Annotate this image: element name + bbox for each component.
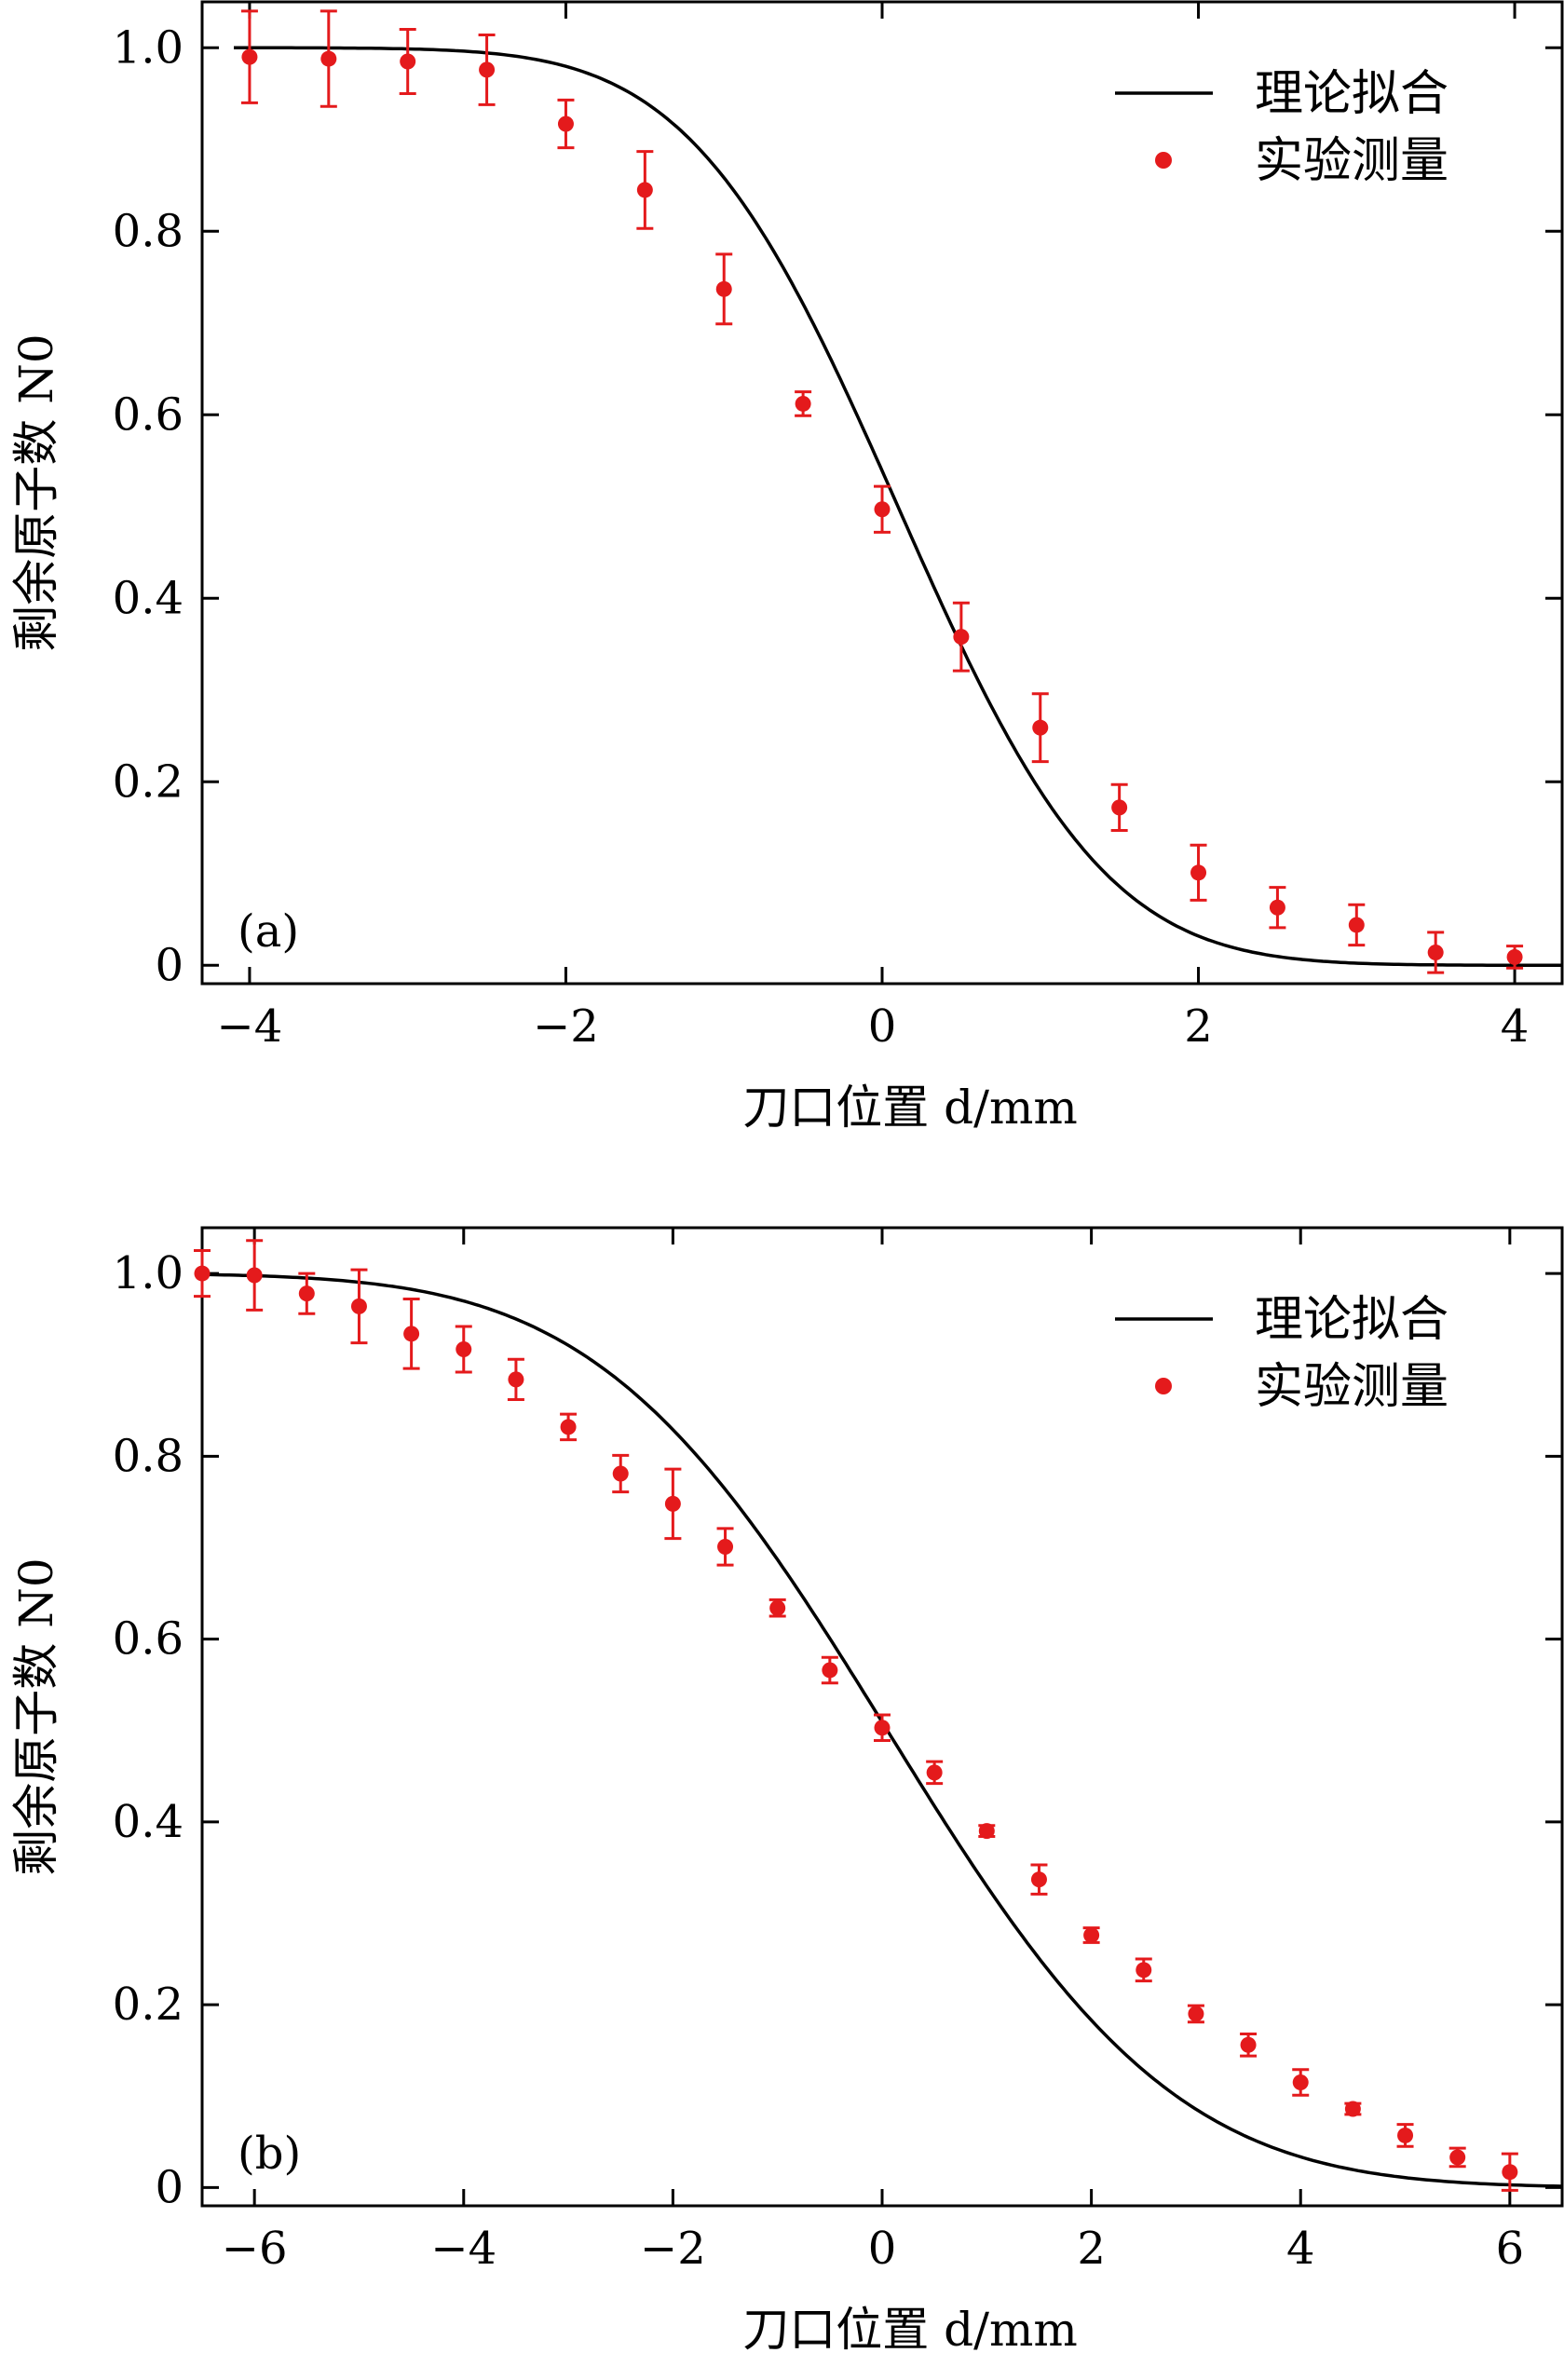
data-point [1348, 917, 1365, 933]
data-point [194, 1265, 211, 1282]
y-tick-label: 0 [155, 2161, 184, 2213]
data-point [715, 280, 732, 297]
legend-label-measured: 实验测量 [1255, 133, 1448, 189]
y-tick-label: 0.8 [113, 1430, 184, 1482]
x-tick-label: 0 [868, 2223, 897, 2275]
x-tick-label: −6 [222, 2223, 288, 2275]
data-point [874, 1720, 891, 1736]
data-point [1240, 2036, 1257, 2053]
x-tick-label: −4 [430, 2223, 496, 2275]
legend-label-fit: 理论拟合 [1255, 1292, 1448, 1348]
data-point [612, 1465, 629, 1482]
panel-label: (a) [238, 905, 299, 958]
data-point [1111, 799, 1128, 816]
x-tick-label: 6 [1496, 2223, 1525, 2275]
x-tick-label: 4 [1286, 2223, 1315, 2275]
data-point [246, 1267, 263, 1284]
legend-point-swatch [1155, 152, 1172, 169]
data-point [1427, 945, 1444, 961]
data-point [320, 50, 337, 67]
x-tick-label: −2 [640, 2223, 706, 2275]
data-point [769, 1599, 786, 1616]
x-axis-title: 刀口位置 d/mm [742, 2303, 1078, 2357]
data-point [1506, 948, 1523, 965]
y-tick-label: 0.4 [113, 572, 184, 624]
data-point [717, 1538, 734, 1555]
x-tick-label: 2 [1184, 1000, 1213, 1053]
y-tick-label: 1.0 [113, 21, 184, 74]
fit-curve [234, 46, 1562, 968]
data-point [350, 1298, 367, 1314]
legend-label-measured: 实验测量 [1255, 1359, 1448, 1415]
data-point [479, 61, 496, 78]
data-point [1397, 2127, 1414, 2143]
data-point [1190, 864, 1207, 881]
y-axis-title: 剩余原子数 N0 [9, 333, 63, 651]
legend-point-swatch [1155, 1378, 1172, 1394]
y-tick-label: 0.8 [113, 205, 184, 257]
y-tick-label: 0.6 [113, 388, 184, 441]
data-point [664, 1495, 681, 1512]
x-tick-label: −4 [217, 1000, 283, 1053]
y-tick-label: 0 [155, 939, 184, 991]
data-point [953, 629, 970, 646]
x-tick-label: 4 [1501, 1000, 1530, 1053]
data-point [926, 1764, 943, 1781]
x-tick-label: 2 [1077, 2223, 1106, 2275]
data-point [298, 1285, 315, 1302]
y-axis-title: 剩余原子数 N0 [9, 1557, 63, 1875]
panel-a: −4 −2 0 2 4 0 0.2 0.4 0.6 0.8 1.0 刀口位置 d/mm 剩余原子数 N0… [9, 0, 1564, 1135]
data-point [400, 53, 416, 70]
data-point [874, 501, 891, 518]
data-point [1502, 2164, 1518, 2181]
legend-label-fit: 理论拟合 [1255, 66, 1448, 122]
data-point [1449, 2149, 1466, 2166]
data-point [560, 1419, 577, 1435]
data-point [1188, 2006, 1204, 2022]
y-tick-label: 0.4 [113, 1796, 184, 1848]
y-tick-label: 0.2 [113, 1979, 184, 2031]
data-point [1292, 2074, 1309, 2091]
data-point [403, 1326, 420, 1342]
x-tick-label: −2 [533, 1000, 599, 1053]
panel-b: −6 −4 −2 0 2 4 6 0 0.2 0.4 0.6 0.8 1.0 刀口位置 d/mm 剩余原子数… [9, 1226, 1564, 2357]
y-tick-label: 1.0 [113, 1247, 184, 1299]
data-point [1083, 1927, 1100, 1944]
data-point [978, 1823, 995, 1840]
x-axis-title: 刀口位置 d/mm [742, 1081, 1078, 1135]
data-point [456, 1341, 472, 1358]
y-tick-label: 0.6 [113, 1613, 184, 1666]
data-point [241, 48, 258, 65]
x-tick-label: 0 [868, 1000, 897, 1053]
data-point [636, 182, 653, 198]
data-point [557, 116, 574, 132]
data-point [1269, 899, 1285, 916]
data-point [1344, 2101, 1361, 2117]
data-point [508, 1371, 524, 1388]
data-point [1032, 719, 1049, 736]
data-point [1136, 1962, 1152, 1979]
data-point [795, 395, 811, 412]
data-point [1030, 1871, 1047, 1888]
y-tick-label: 0.2 [113, 755, 184, 808]
data-point [822, 1662, 838, 1679]
panel-label: (b) [238, 2128, 301, 2180]
